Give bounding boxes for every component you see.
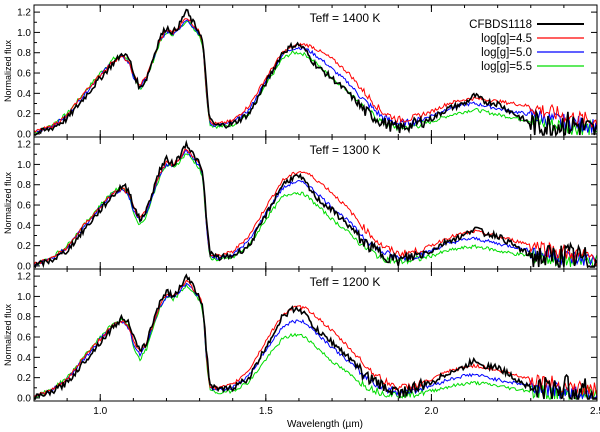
series-log-g-4-5: [34, 279, 597, 398]
series-log-g-5-5: [34, 153, 597, 268]
y-tick-label: 0.8: [17, 312, 31, 323]
panel-frame: [33, 268, 598, 402]
series-cfbds1118: [34, 139, 597, 269]
y-tick-label: 0.2: [17, 241, 31, 252]
y-tick-label: 1.2: [17, 140, 31, 151]
legend-label: CFBDS1118: [469, 19, 532, 31]
legend-label: log[g]=5.0: [481, 47, 532, 59]
y-tick-label: 0.6: [17, 69, 31, 80]
x-tick-label: 1.5: [259, 406, 273, 417]
series-cfbds1118: [34, 273, 597, 401]
series-log-g-5-0: [34, 282, 597, 400]
series-log-g-5-0: [34, 148, 597, 267]
y-axis-label: Normalized flux: [3, 303, 13, 366]
y-tick-label: 0.4: [17, 89, 31, 100]
y-tick-label: 1.2: [17, 8, 31, 19]
series-cfbds1118: [34, 8, 597, 137]
y-tick-label: 1.2: [17, 272, 31, 283]
y-tick-label: 1.0: [17, 160, 31, 171]
panel-2: 0.0 0.2 0.4 0.6 0.8 1.0 1.2 Normalized flux Teff…: [3, 136, 598, 272]
y-axis-label: Normalized flux: [3, 39, 13, 102]
panel-title: Teff = 1200 K: [310, 275, 381, 289]
y-tick-label: 0.8: [17, 48, 31, 59]
series-lines: [34, 139, 597, 269]
panel-3: 0.0 0.2 0.4 0.6 0.8 1.0 1.2 Normalized flux Teff…: [3, 268, 598, 404]
x-axis-label: Wavelength (µm): [287, 419, 363, 430]
legend: CFBDS1118 log[g]=4.5 log[g]=5.0 log[g]=5.5: [469, 19, 584, 73]
y-axis-label: Normalized flux: [3, 171, 13, 234]
y-tick-label: 0.2: [17, 373, 31, 384]
panel-title: Teff = 1300 K: [310, 143, 381, 157]
y-tick-label: 0.0: [17, 129, 31, 140]
series-log-g-5-5: [34, 283, 597, 401]
series-log-g-4-5: [34, 18, 597, 133]
y-tick-label: 0.4: [17, 221, 31, 232]
legend-label: log[g]=5.5: [481, 61, 532, 73]
y-tick-label: 0.6: [17, 333, 31, 344]
y-tick-label: 0.4: [17, 353, 31, 364]
x-tick-label: 2.0: [424, 406, 438, 417]
y-tick-label: 0.6: [17, 201, 31, 212]
panels-group: 0.0 0.2 0.4 0.6 0.8 1.0 1.2 Normalized flux Teff…: [3, 4, 600, 417]
panel-title: Teff = 1400 K: [310, 11, 381, 25]
series-lines: [34, 8, 597, 137]
y-tick-label: 0.0: [17, 393, 31, 404]
y-tick-label: 0.8: [17, 180, 31, 191]
x-tick-label: 2.5: [590, 406, 600, 417]
y-tick-label: 1.0: [17, 28, 31, 39]
y-tick-label: 0.2: [17, 109, 31, 120]
y-tick-label: 1.0: [17, 292, 31, 303]
legend-label: log[g]=4.5: [481, 33, 532, 45]
y-tick-label: 0.0: [17, 261, 31, 272]
series-lines: [34, 273, 597, 401]
x-tick-label: 1.0: [93, 406, 107, 417]
